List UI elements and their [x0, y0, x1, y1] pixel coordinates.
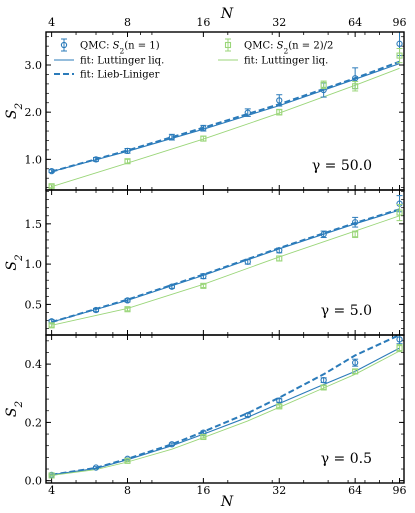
series-layer: [48, 32, 403, 479]
data-point-circle: [276, 397, 283, 404]
bottom-x-tick-label: 96: [393, 484, 407, 497]
data-point-square: [48, 322, 55, 329]
y-axis-title: S2: [4, 103, 25, 120]
data-point-circle: [320, 377, 327, 384]
series-line-fit_ll_green: [51, 215, 400, 326]
text-layer: N N 4 8 16 32 64 96 4 8 16 32 64 96 1.0 2.0 3.0 γ = 50.…: [4, 6, 407, 510]
top-x-tick-label: 64: [348, 16, 362, 29]
data-point-square: [352, 83, 359, 90]
panel-series: [48, 32, 403, 190]
bottom-x-tick-label: 4: [48, 484, 55, 497]
y-axis-title: S2: [4, 401, 25, 418]
data-point-square: [200, 135, 207, 142]
data-point-circle: [168, 283, 176, 290]
data-point-circle: [168, 134, 176, 141]
data-point-circle: [48, 167, 55, 175]
bottom-x-tick-label: 16: [196, 484, 210, 497]
y-tick-label: 0.2: [25, 416, 43, 429]
axes-layer: [46, 32, 404, 483]
series-line-fit_lieb: [51, 335, 400, 476]
gamma-label: γ = 0.5: [321, 451, 372, 467]
panel-series: [48, 335, 403, 479]
data-point-circle: [244, 411, 251, 419]
data-point-circle: [276, 247, 283, 254]
data-point-square: [276, 255, 283, 262]
data-point-circle: [200, 273, 207, 280]
bottom-x-tick-label: 32: [272, 484, 286, 497]
series-line-fit_ll_blue: [51, 347, 400, 476]
data-point-square: [320, 81, 327, 88]
data-point-square: [276, 403, 283, 410]
legend-handle-circle: [60, 41, 68, 49]
data-point-circle: [351, 359, 359, 366]
top-x-tick-label: 16: [196, 16, 210, 29]
data-point-circle: [124, 147, 131, 155]
series-line-fit_ll_green: [51, 67, 400, 188]
data-point-circle: [168, 441, 176, 448]
legend-label-fit_ll_green: fit: Luttinger liq.: [244, 56, 328, 67]
y-tick-label: 0.5: [25, 298, 43, 311]
data-point-circle: [351, 75, 359, 82]
data-point-circle: [396, 40, 403, 47]
frame-layer: [45, 31, 405, 484]
data-point-circle: [92, 156, 100, 163]
data-point-square: [352, 368, 359, 375]
y-tick-label: 1.0: [25, 153, 43, 166]
panel-frame: [45, 334, 405, 484]
gamma-label: γ = 5.0: [321, 303, 372, 319]
bottom-x-tick-label: 8: [124, 484, 131, 497]
data-point-square: [396, 52, 403, 59]
data-point-circle: [351, 219, 359, 226]
panel-series: [48, 195, 403, 329]
data-point-square: [124, 306, 131, 313]
data-point-square: [124, 457, 131, 464]
data-point-square: [48, 472, 55, 479]
legend-label-fit_lieb: fit: Lieb-Liniger: [80, 70, 160, 81]
legend-label-qmc_s2n2: QMC: S2(n = 2)/2: [244, 41, 333, 56]
y-tick-label: 1.5: [25, 218, 43, 231]
y-tick-label: 1.0: [25, 258, 43, 271]
data-point-circle: [244, 258, 251, 265]
data-point-circle: [320, 231, 327, 238]
data-point-square: [352, 231, 359, 238]
top-x-tick-label: 8: [124, 16, 131, 29]
data-point-circle: [244, 109, 251, 116]
y-tick-label: 0.4: [25, 358, 43, 371]
data-point-circle: [396, 336, 403, 343]
bottom-x-axis-title: N: [220, 494, 234, 510]
series-line-fit_lieb: [51, 60, 400, 173]
data-point-square: [320, 384, 327, 391]
data-point-circle: [276, 97, 283, 104]
y-tick-label: 2.0: [25, 106, 43, 119]
data-point-square: [48, 183, 55, 190]
data-point-square: [124, 158, 131, 165]
legend-label-fit_ll_blue: fit: Luttinger liq.: [80, 56, 164, 67]
data-point-square: [200, 282, 207, 289]
data-point-circle: [124, 297, 131, 304]
legend-label-qmc_s2n1: QMC: S2(n = 1): [80, 41, 160, 56]
data-point-circle: [200, 125, 207, 132]
data-point-square: [396, 345, 403, 352]
top-x-axis-title: N: [220, 6, 234, 22]
data-point-square: [276, 109, 283, 116]
y-tick-label: 3.0: [25, 59, 43, 72]
data-point-circle: [92, 306, 100, 314]
gamma-label: γ = 50.0: [312, 158, 372, 174]
y-tick-label: 0.0: [25, 475, 43, 488]
data-point-circle: [200, 429, 207, 436]
data-point-square: [200, 433, 207, 441]
series-line-fit_lieb: [51, 208, 400, 324]
y-axis-title: S2: [4, 254, 25, 271]
legend-handle-square: [224, 41, 232, 49]
bottom-x-tick-label: 64: [348, 484, 362, 497]
top-x-tick-label: 32: [272, 16, 286, 29]
top-x-tick-label: 4: [48, 16, 55, 29]
data-point-circle: [92, 464, 100, 471]
top-x-tick-label: 96: [393, 16, 407, 29]
data-point-square: [396, 209, 403, 216]
series-line-fit_ll_green: [51, 350, 400, 476]
